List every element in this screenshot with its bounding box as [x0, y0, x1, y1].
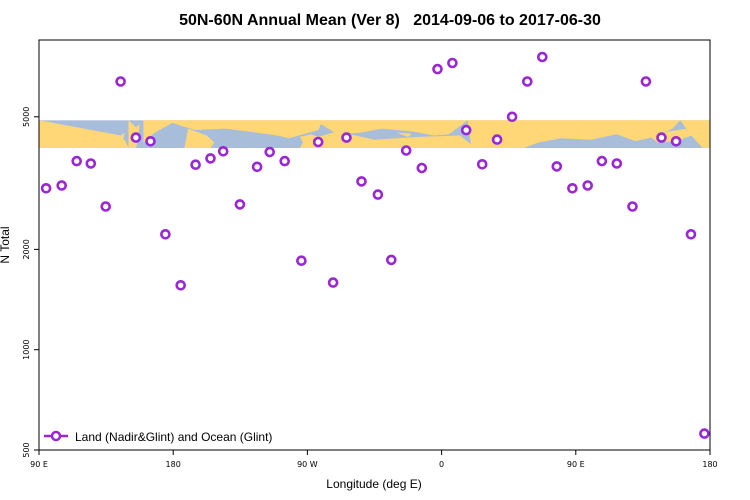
y-tick-label: 500: [22, 442, 31, 457]
data-point: [506, 111, 518, 123]
data-point: [521, 76, 533, 87]
land-shape: [143, 120, 177, 143]
data-point: [234, 199, 246, 210]
legend-label: Land (Nadir&Glint) and Ocean (Glint): [75, 430, 272, 444]
data-point: [205, 153, 216, 164]
y-axis: 500 1000 2000 5000: [22, 107, 39, 458]
x-tick-label: 90 E: [567, 460, 585, 469]
x-tick-label: 180: [702, 460, 717, 469]
data-point: [432, 63, 443, 75]
data-point: [190, 159, 201, 170]
data-point: [264, 146, 276, 158]
data-point: [685, 229, 697, 240]
band-layer: [39, 120, 710, 148]
land-shape: [314, 120, 468, 136]
data-point: [356, 176, 367, 187]
data-point: [56, 180, 68, 191]
x-axis-label: Longitude (deg E): [326, 477, 421, 491]
plot-area: [38, 39, 711, 451]
data-point: [699, 428, 710, 439]
data-point: [400, 145, 412, 156]
land-shape: [628, 120, 681, 142]
data-point: [491, 134, 503, 145]
data-points: [40, 51, 710, 439]
data-point: [145, 136, 156, 147]
data-point: [312, 136, 324, 148]
data-point: [416, 162, 428, 174]
data-point: [160, 229, 171, 240]
data-point: [71, 155, 82, 167]
land-shape: [39, 135, 129, 148]
y-tick-label: 1000: [22, 340, 31, 360]
y-tick-label: 5000: [22, 107, 31, 127]
y-tick-label: 2000: [22, 239, 31, 259]
data-point: [567, 183, 578, 194]
data-point: [640, 76, 652, 87]
data-point: [115, 76, 126, 87]
data-point: [40, 183, 52, 194]
data-point: [341, 132, 352, 143]
y-axis-label: N Total: [0, 226, 12, 263]
land-shape: [165, 120, 323, 139]
land-shape: [680, 120, 710, 148]
data-point: [385, 254, 397, 266]
data-point: [372, 189, 384, 200]
data-point: [100, 201, 111, 212]
x-tick-label: 180: [166, 460, 181, 469]
x-tick-label: 90 E: [30, 460, 48, 469]
data-point: [611, 158, 623, 169]
data-point: [217, 146, 229, 157]
data-point: [175, 279, 186, 291]
data-point: [327, 277, 339, 288]
x-tick-label: 90 W: [297, 460, 318, 469]
chart-title: 50N-60N Annual Mean (Ver 8) 2014-09-06 t…: [179, 12, 601, 29]
data-point: [670, 136, 682, 147]
data-point: [551, 161, 563, 172]
data-point: [476, 159, 488, 170]
data-point: [656, 132, 667, 143]
data-point: [536, 51, 548, 63]
land-shape: [184, 128, 215, 148]
data-point: [596, 155, 608, 167]
legend-marker: [50, 430, 62, 442]
data-point: [251, 161, 263, 173]
data-point: [279, 155, 291, 167]
data-point: [85, 158, 97, 169]
x-tick-label: 0: [439, 460, 444, 469]
data-point: [582, 180, 594, 191]
data-point: [447, 57, 458, 69]
data-point: [460, 124, 472, 136]
x-axis: 90 E 180 90 W 0 90 E 180: [30, 450, 718, 469]
data-point: [130, 132, 142, 143]
data-point: [296, 255, 307, 267]
land-shape: [527, 131, 561, 142]
land-shape: [396, 132, 412, 137]
legend: Land (Nadir&Glint) and Ocean (Glint): [44, 430, 272, 444]
data-point: [627, 201, 638, 212]
